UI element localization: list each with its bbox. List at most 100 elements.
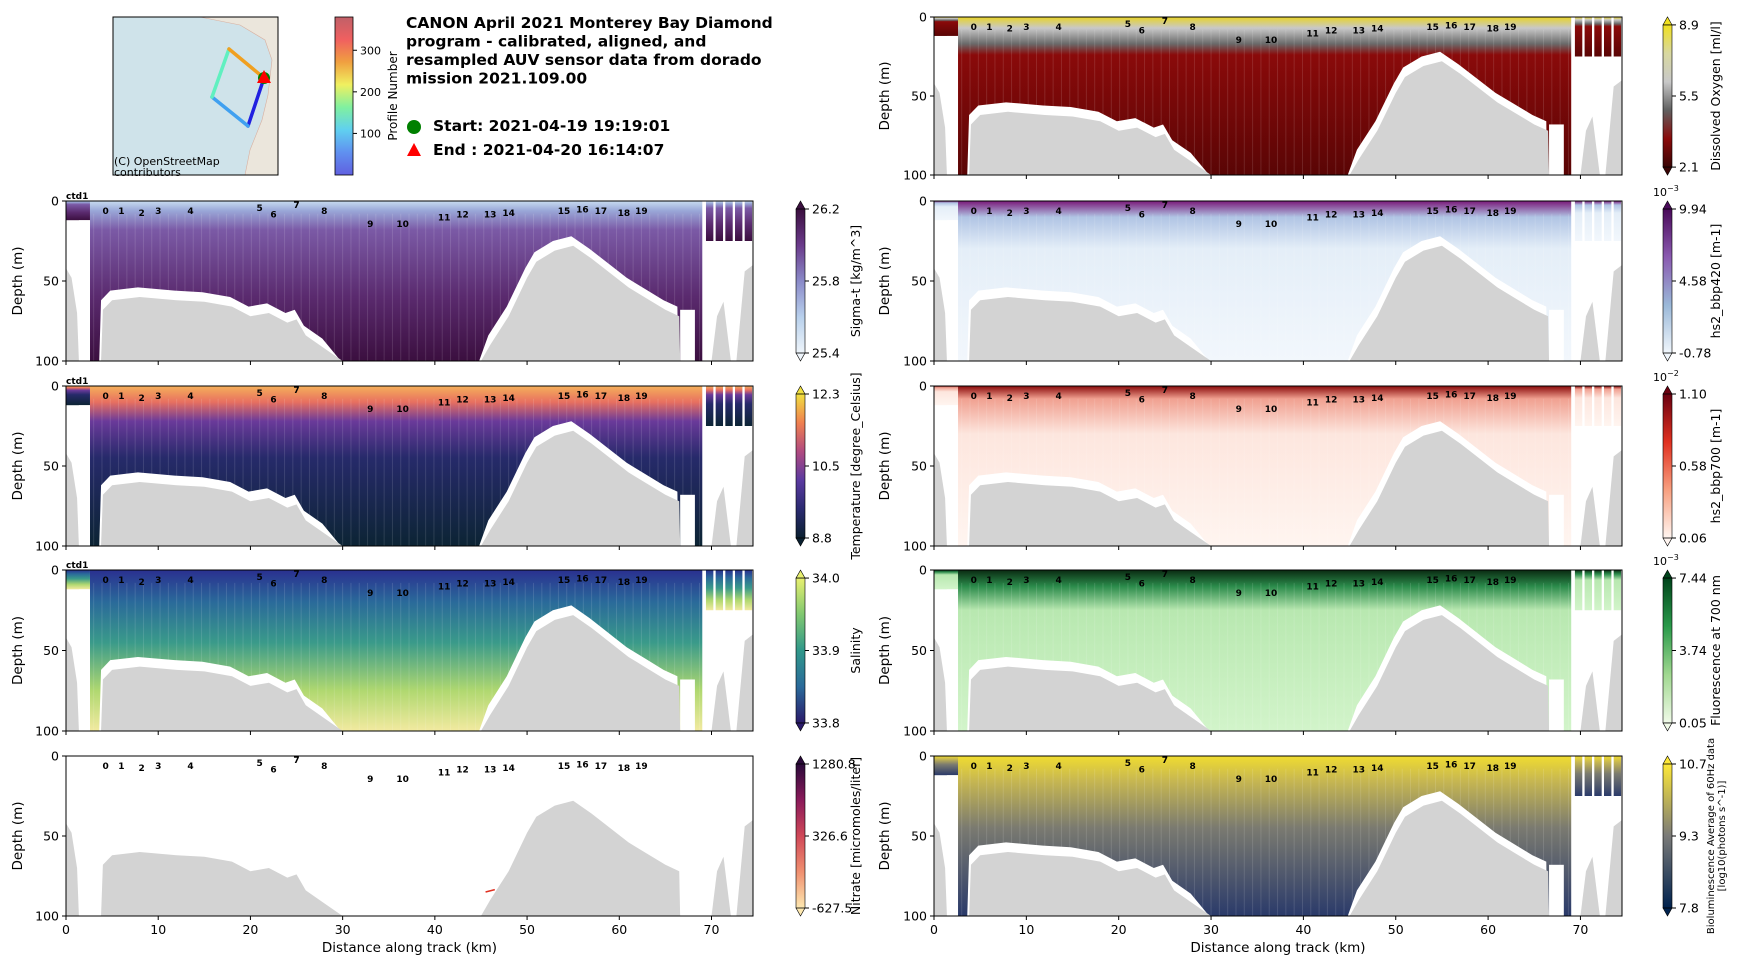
y-tick-label: 0 — [51, 379, 59, 394]
profile-number-label: 5 — [1125, 573, 1131, 583]
bathymetry — [66, 453, 79, 546]
nitrate-data-point — [485, 888, 495, 893]
profile-number-label: 11 — [1306, 214, 1319, 224]
colorbar-extend-max — [795, 200, 806, 210]
profile-number-label: 1 — [118, 762, 124, 772]
colorbar-extend-max — [1662, 16, 1673, 26]
ctd-label: ctd1 — [66, 192, 88, 202]
colorbar-multiplier: 10−3 — [1653, 553, 1679, 568]
data-section-start — [66, 570, 90, 590]
data-column — [1584, 570, 1592, 611]
figure-title-line: mission 2021.109.00 — [406, 70, 587, 88]
multiplier-exponent: −2 — [1667, 369, 1679, 378]
profile-number-label: 10 — [1265, 405, 1278, 415]
profile-number-label: 17 — [1463, 762, 1476, 772]
bathymetry — [736, 634, 753, 731]
profile-number-label: 17 — [595, 207, 608, 217]
profile-number-label: 1 — [118, 207, 124, 217]
y-axis-label: Depth (m) — [10, 431, 26, 500]
profile-number-label: 19 — [635, 207, 648, 217]
panel-plot-area — [934, 570, 1622, 731]
x-tick-label: 0 — [62, 922, 70, 937]
profile-number-label: 14 — [502, 764, 515, 774]
data-column — [735, 386, 743, 426]
colorbar-extend-min — [795, 722, 806, 732]
colorbar-extend-min — [1662, 166, 1673, 176]
colorbar-extend-max — [795, 755, 806, 765]
data-column — [1584, 756, 1592, 796]
x-tick-label: 10 — [1018, 922, 1034, 937]
profile-number-label: 0 — [103, 762, 109, 772]
profile-number-label: 14 — [502, 578, 515, 588]
bathymetry — [1580, 671, 1600, 731]
profile-number-label: 3 — [155, 762, 161, 772]
bathymetry-gap — [680, 679, 695, 731]
profile-number-label: 3 — [1023, 576, 1029, 586]
colorbar-label: Sigma-t [kg/m^3] — [848, 225, 863, 337]
bathymetry — [711, 671, 731, 731]
profile-number-label: 9 — [367, 589, 373, 599]
colorbar-extend-min — [795, 352, 806, 362]
colorbar-tick-label: 12.3 — [812, 387, 840, 402]
data-column — [1613, 17, 1622, 57]
profile-number-label: 9 — [1236, 589, 1242, 599]
data-column — [1574, 756, 1583, 796]
profile-colorbar-tick-label: 200 — [360, 86, 381, 99]
profile-number-label: 5 — [257, 204, 263, 214]
y-tick-label: 50 — [911, 459, 927, 474]
data-column — [705, 570, 714, 611]
profile-number-label: 18 — [1486, 25, 1499, 35]
data-section-start — [934, 17, 959, 36]
data-column — [725, 570, 733, 611]
profile-number-label: 8 — [321, 576, 327, 586]
profile-number-label: 6 — [1139, 395, 1145, 405]
profile-number-label: 0 — [971, 392, 977, 402]
profile-number-label: 11 — [1306, 399, 1319, 409]
profile-number-label: 0 — [103, 207, 109, 217]
profile-number-label: 6 — [1139, 765, 1145, 775]
colorbar-label: hs2_bbp420 [m-1] — [1708, 224, 1723, 339]
profile-number-label: 13 — [1353, 579, 1366, 589]
colorbar-tick-label: -627.5 — [812, 901, 852, 916]
bathymetry-gap — [78, 405, 90, 546]
colorbar-extend-max — [1662, 385, 1673, 395]
y-tick-label: 50 — [43, 459, 59, 474]
multiplier-exponent: −3 — [1667, 553, 1679, 562]
bathymetry — [736, 265, 753, 361]
profile-number-label: 6 — [270, 210, 276, 220]
x-tick-label: 50 — [1388, 922, 1404, 937]
profile-number-label: 5 — [1125, 389, 1131, 399]
y-tick-label: 100 — [35, 909, 59, 924]
profile-number-label: 9 — [367, 405, 373, 415]
profile-number-label: 18 — [1486, 394, 1499, 404]
data-section-start — [66, 201, 90, 221]
profile-number-label: 15 — [558, 392, 571, 402]
colorbar-tick-label: 4.58 — [1679, 274, 1707, 289]
colorbar-tick-label: 26.2 — [812, 202, 840, 217]
profile-number-label: 1 — [986, 207, 992, 217]
y-tick-label: 100 — [35, 354, 59, 369]
bathymetry — [1605, 450, 1622, 546]
profile-number-label: 6 — [1139, 579, 1145, 589]
figure-title-line: program - calibrated, aligned, and — [406, 33, 706, 51]
profile-number-label: 6 — [1139, 210, 1145, 220]
y-tick-label: 50 — [911, 643, 927, 658]
data-column — [1574, 386, 1583, 426]
colorbar-label: Nitrate [micromoles/liter] — [848, 757, 863, 915]
profile-number-label: 6 — [270, 395, 276, 405]
colorbar-extend-min — [1662, 722, 1673, 732]
data-column — [715, 570, 724, 611]
profile-number-label: 6 — [270, 579, 276, 589]
bathymetry — [1580, 116, 1600, 175]
y-axis-label: Depth (m) — [10, 616, 26, 685]
profile-number-label: 16 — [1445, 391, 1458, 401]
profile-number-label: 2 — [138, 209, 144, 219]
profile-number-label: 13 — [1353, 395, 1366, 405]
colorbar-tick-label: 2.1 — [1679, 160, 1699, 175]
profile-number-label: 3 — [155, 392, 161, 402]
x-axis-label: Distance along track (km) — [322, 940, 497, 956]
y-tick-label: 100 — [903, 354, 927, 369]
y-tick-label: 100 — [903, 168, 927, 183]
